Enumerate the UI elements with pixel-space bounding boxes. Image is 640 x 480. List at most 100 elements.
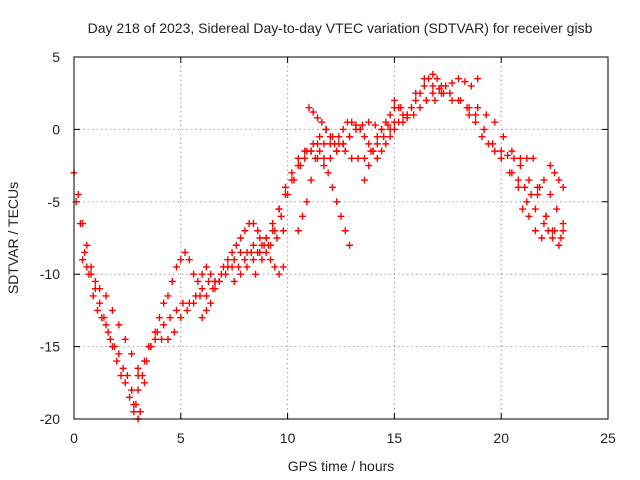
data-point — [294, 227, 302, 235]
data-point — [410, 111, 418, 119]
data-point — [173, 306, 181, 314]
data-point — [96, 285, 104, 293]
data-point — [416, 104, 424, 112]
y-tick-label: -5 — [48, 194, 61, 210]
data-point — [538, 234, 546, 242]
data-point — [273, 234, 281, 242]
data-series-arc-20 — [546, 162, 567, 191]
data-point — [559, 183, 567, 191]
data-point — [307, 176, 315, 184]
data-point — [448, 96, 456, 104]
data-point — [279, 263, 287, 271]
data-point — [243, 263, 251, 271]
data-point — [540, 220, 548, 228]
data-point — [461, 78, 469, 86]
data-point — [523, 154, 531, 162]
data-point — [559, 220, 567, 228]
y-tick-labels: 5 0 -5 -10 -15 -20 — [40, 49, 60, 427]
data-point — [130, 401, 138, 409]
y-tick-label: -10 — [40, 266, 60, 282]
data-point — [497, 147, 505, 155]
data-point — [457, 96, 465, 104]
data-point — [102, 292, 110, 300]
data-point — [346, 241, 354, 249]
data-point — [551, 227, 559, 235]
data-point — [211, 285, 219, 293]
data-point — [527, 191, 535, 199]
data-point — [247, 248, 255, 256]
data-point — [301, 147, 309, 155]
data-point — [136, 408, 144, 416]
data-point — [249, 241, 257, 249]
data-point — [352, 121, 360, 129]
data-point — [316, 147, 324, 155]
data-series-arc-14 — [390, 75, 482, 119]
data-point — [294, 154, 302, 162]
data-point — [271, 263, 279, 271]
data-point — [269, 220, 277, 228]
data-series-arc-16 — [422, 89, 559, 235]
data-point — [559, 227, 567, 235]
data-point — [87, 270, 95, 278]
data-point — [525, 212, 533, 220]
data-point — [115, 321, 123, 329]
data-point — [339, 140, 347, 148]
data-point — [230, 277, 238, 285]
data-point — [237, 270, 245, 278]
data-series-arc-18 — [508, 169, 567, 228]
y-tick-label: -20 — [40, 411, 60, 427]
plot-frame — [73, 56, 609, 420]
data-point — [234, 263, 242, 271]
data-point — [128, 386, 136, 394]
data-point — [262, 248, 270, 256]
data-point — [435, 85, 443, 93]
data-point — [93, 306, 101, 314]
data-point — [482, 111, 490, 119]
data-point — [335, 133, 343, 141]
data-point — [279, 227, 287, 235]
data-point — [467, 82, 475, 90]
data-point — [390, 125, 398, 133]
data-series-arc-8 — [230, 133, 354, 285]
y-tick-label: 5 — [52, 49, 60, 65]
data-point — [465, 104, 473, 112]
data-point — [448, 79, 456, 87]
data-point — [76, 220, 84, 228]
data-point — [166, 314, 174, 322]
data-point — [307, 147, 315, 155]
data-point — [275, 205, 283, 213]
data-point — [531, 227, 539, 235]
data-point — [151, 335, 159, 343]
data-point — [104, 328, 112, 336]
data-series-arc-13 — [360, 70, 445, 184]
data-point — [123, 372, 131, 380]
data-point — [155, 314, 163, 322]
data-point — [540, 176, 548, 184]
tick-layer — [73, 56, 609, 420]
data-point — [198, 270, 206, 278]
data-point — [331, 140, 339, 148]
data-point — [196, 292, 204, 300]
data-point — [230, 256, 238, 264]
data-point — [516, 162, 524, 170]
data-point — [514, 183, 522, 191]
data-point — [177, 314, 185, 322]
data-series-arc-3 — [79, 256, 148, 387]
data-point — [429, 82, 437, 90]
data-point — [373, 154, 381, 162]
y-tick-label: 0 — [52, 121, 60, 137]
data-point — [322, 125, 330, 133]
data-point — [256, 234, 264, 242]
data-point — [83, 241, 91, 249]
data-point — [164, 292, 172, 300]
data-point — [365, 118, 373, 126]
data-point — [202, 263, 210, 271]
data-point — [346, 133, 354, 141]
data-point — [81, 248, 89, 256]
data-point — [525, 176, 533, 184]
data-point — [113, 357, 121, 365]
data-series-arc-12 — [305, 104, 411, 162]
data-point — [429, 89, 437, 97]
data-point — [134, 386, 142, 394]
data-point — [256, 248, 264, 256]
